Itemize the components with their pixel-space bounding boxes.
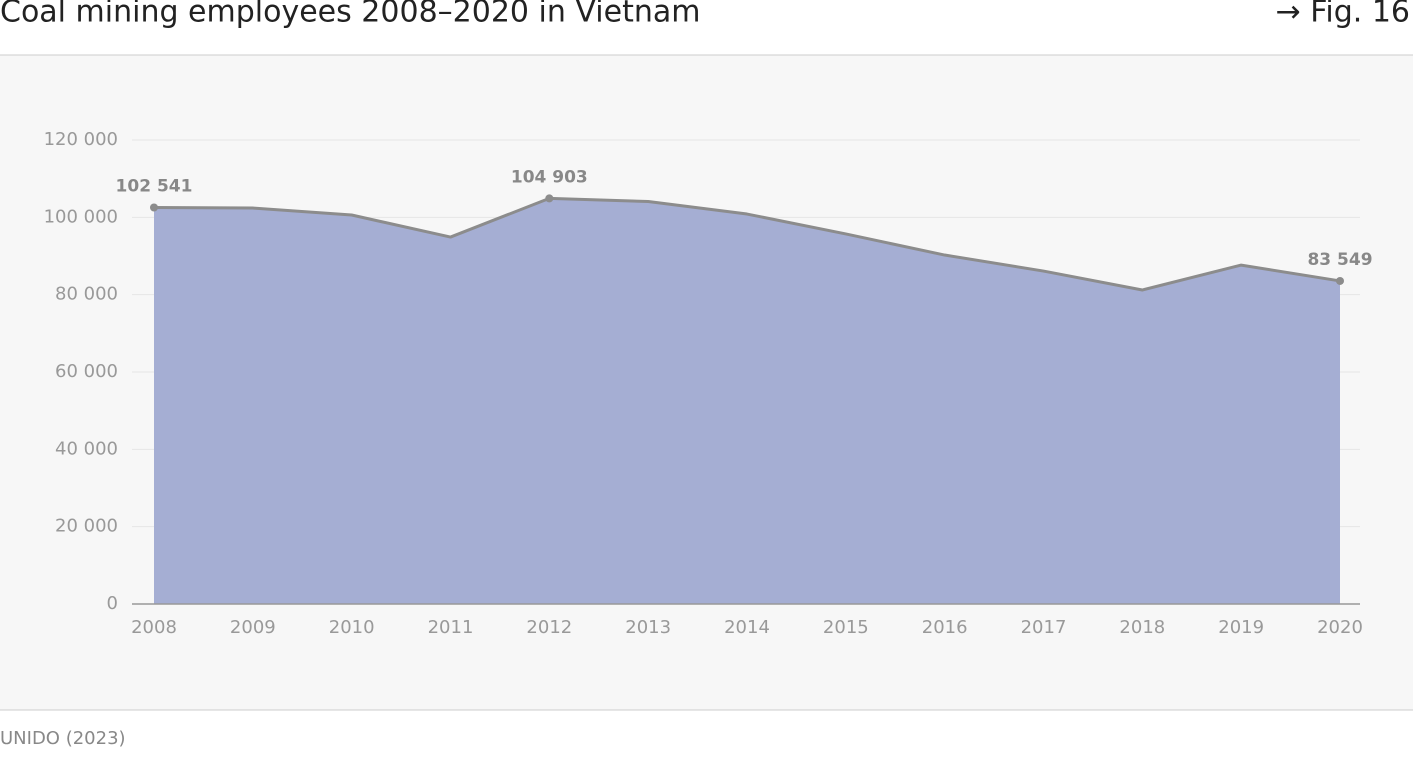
y-tick-label: 0	[107, 593, 118, 614]
x-tick-label: 2010	[329, 617, 375, 638]
x-tick-label: 2009	[230, 617, 276, 638]
x-tick-label: 2015	[823, 617, 869, 638]
x-tick-label: 2014	[724, 617, 770, 638]
x-tick-label: 2016	[922, 617, 968, 638]
y-tick-label: 40 000	[55, 438, 118, 459]
x-tick-label: 2018	[1119, 617, 1165, 638]
y-tick-label: 80 000	[55, 284, 118, 305]
x-tick-label: 2017	[1021, 617, 1067, 638]
x-tick-label: 2011	[428, 617, 474, 638]
value-label: 102 541	[116, 177, 193, 197]
point	[1336, 276, 1344, 285]
figure-ref: → Fig. 16	[1276, 0, 1410, 30]
value-label: 104 903	[511, 167, 588, 187]
point	[150, 203, 158, 212]
value-label: 83 549	[1307, 250, 1372, 270]
y-tick-label: 60 000	[55, 361, 118, 382]
area	[154, 198, 1340, 604]
y-tick-label: 20 000	[55, 516, 118, 537]
y-tick-label: 120 000	[44, 129, 118, 150]
chart-title: Coal mining employees 2008–2020 in Vietn…	[0, 0, 700, 30]
x-tick-label: 2020	[1317, 617, 1363, 638]
x-tick-label: 2013	[625, 617, 671, 638]
source: UNIDO (2023)	[0, 728, 126, 749]
point	[545, 194, 554, 203]
x-tick-label: 2008	[131, 617, 177, 638]
y-tick-label: 100 000	[44, 206, 118, 227]
x-tick-label: 2019	[1218, 617, 1264, 638]
x-tick-label: 2012	[526, 617, 572, 638]
line	[153, 196, 1341, 292]
